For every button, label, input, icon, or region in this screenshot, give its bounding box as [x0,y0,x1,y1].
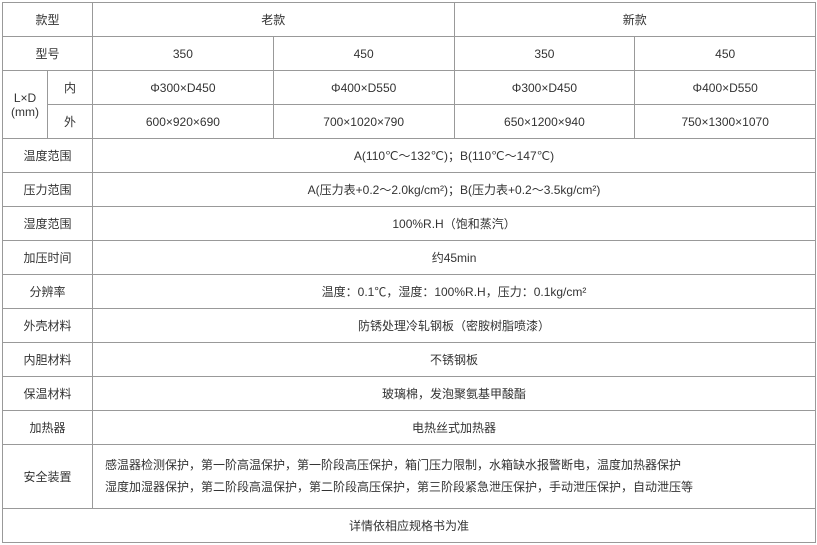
safety-value: 感温器检测保护，第一阶高温保护，第一阶段高压保护，箱门压力限制，水箱缺水报警断电… [93,445,816,509]
footer-note: 详情依相应规格书为准 [3,509,816,543]
humidity-range-value: 100%R.H（饱和蒸汽） [93,207,816,241]
heater-value: 电热丝式加热器 [93,411,816,445]
header-new: 新款 [454,3,816,37]
liner-material-value: 不锈钢板 [93,343,816,377]
liner-material-label: 内胆材料 [3,343,93,377]
model-old-450: 450 [273,37,454,71]
model-new-350: 350 [454,37,635,71]
lxd-inner-label: 内 [48,71,93,105]
model-old-350: 350 [93,37,274,71]
insulation-label: 保温材料 [3,377,93,411]
pressurize-time-label: 加压时间 [3,241,93,275]
spec-table: 款型 老款 新款 型号 350 450 350 450 L×D (mm) 内 Φ… [2,2,816,543]
pressure-range-value: A(压力表+0.2～2.0kg/cm²)；B(压力表+0.2～3.5kg/cm²… [93,173,816,207]
lxd-label: L×D (mm) [3,71,48,139]
lxd-outer-c3: 650×1200×940 [454,105,635,139]
header-model: 型号 [3,37,93,71]
lxd-outer-c1: 600×920×690 [93,105,274,139]
shell-material-value: 防锈处理冷轧钢板（密胺树脂喷漆） [93,309,816,343]
lxd-inner-c4: Φ400×D550 [635,71,816,105]
lxd-outer-label: 外 [48,105,93,139]
header-type: 款型 [3,3,93,37]
heater-label: 加热器 [3,411,93,445]
pressure-range-label: 压力范围 [3,173,93,207]
lxd-outer-c4: 750×1300×1070 [635,105,816,139]
temp-range-label: 温度范围 [3,139,93,173]
lxd-outer-c2: 700×1020×790 [273,105,454,139]
resolution-label: 分辨率 [3,275,93,309]
temp-range-value: A(110℃～132℃)；B(110℃～147℃) [93,139,816,173]
header-old: 老款 [93,3,455,37]
model-new-450: 450 [635,37,816,71]
lxd-inner-c3: Φ300×D450 [454,71,635,105]
pressurize-time-value: 约45min [93,241,816,275]
resolution-value: 温度：0.1℃，湿度：100%R.H，压力：0.1kg/cm² [93,275,816,309]
safety-label: 安全装置 [3,445,93,509]
shell-material-label: 外壳材料 [3,309,93,343]
lxd-inner-c1: Φ300×D450 [93,71,274,105]
insulation-value: 玻璃棉，发泡聚氨基甲酸酯 [93,377,816,411]
lxd-inner-c2: Φ400×D550 [273,71,454,105]
humidity-range-label: 湿度范围 [3,207,93,241]
